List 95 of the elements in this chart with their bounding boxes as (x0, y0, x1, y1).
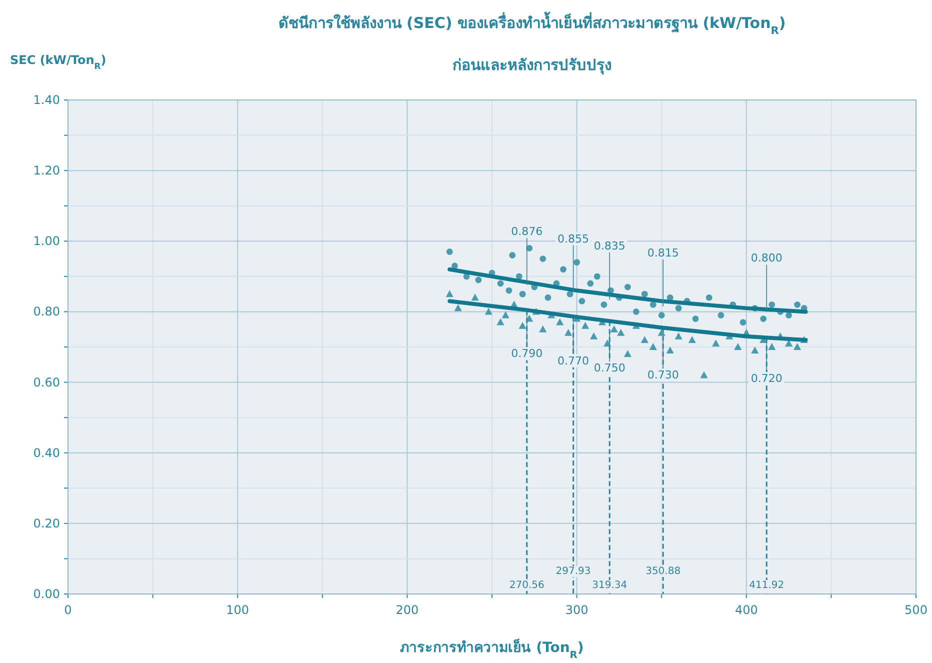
y-tick-label: 1.00 (33, 234, 60, 248)
point (649, 343, 657, 350)
annotation: 0.770 (558, 354, 590, 368)
point (751, 346, 759, 354)
x-tick-label: 400 (734, 603, 758, 617)
annotation: 0.815 (647, 246, 679, 260)
point (471, 294, 479, 301)
point (475, 276, 482, 284)
point (560, 266, 566, 273)
y-tick-label: 0.00 (33, 587, 60, 601)
x-tick-label: 500 (904, 603, 928, 617)
point (540, 256, 546, 262)
ref-line-label: 350.88 (646, 566, 681, 577)
x-tick-label: 100 (226, 603, 250, 617)
line-series (448, 299, 808, 342)
y-tick-label: 0.80 (33, 304, 60, 319)
point (658, 312, 665, 318)
point (641, 290, 648, 298)
point (734, 343, 742, 350)
point (632, 308, 640, 315)
point (600, 301, 608, 308)
annotation: 0.800 (750, 252, 782, 265)
point (793, 343, 802, 350)
point (700, 371, 708, 378)
point (666, 346, 674, 354)
point (454, 304, 462, 312)
point (712, 339, 720, 346)
point (768, 301, 776, 308)
y-tick-label: 1.20 (33, 164, 60, 178)
chart-subtitle: ก่อนและหลังการปรับปรุง (452, 56, 612, 75)
x-tick-label: 200 (396, 603, 419, 617)
point (706, 294, 712, 301)
point (617, 328, 625, 336)
point (624, 284, 631, 290)
point (446, 290, 454, 298)
point (539, 325, 547, 332)
chart-title: ดัชนีการใช้พลังงาน (SEC) ของเครื่องทำน้ำเย็นที่สภาวะมาตรฐาน (kW/Ton$_{R}$) (278, 11, 786, 37)
point (509, 252, 516, 258)
point (518, 322, 526, 329)
point (718, 312, 724, 318)
point (544, 294, 552, 301)
y-tick-label: 1.40 (33, 93, 60, 107)
point (519, 290, 526, 298)
y-axis-title: SEC (kW/Ton$_{R}$) (10, 53, 106, 71)
point (740, 319, 746, 326)
point (578, 298, 586, 304)
point (768, 343, 776, 350)
point (760, 316, 767, 322)
x-tick-label: 300 (565, 603, 588, 617)
annotation: 0.876 (511, 224, 543, 238)
point (692, 316, 699, 322)
point (624, 350, 632, 358)
annotation: 0.790 (511, 347, 543, 360)
point (566, 290, 574, 298)
point (446, 248, 453, 255)
point (581, 322, 590, 329)
point (516, 273, 522, 280)
ref-line-label: 270.56 (509, 580, 544, 591)
point (502, 311, 510, 318)
ref-line-label: 411.92 (749, 580, 784, 591)
annotation: 0.750 (594, 361, 626, 374)
point (658, 328, 666, 336)
point (497, 280, 504, 287)
ref-line-label: 319.34 (592, 580, 628, 591)
point (451, 262, 458, 270)
point (590, 332, 598, 340)
point (496, 318, 504, 326)
y-tick-label: 0.20 (33, 516, 60, 530)
point (564, 328, 572, 336)
point (556, 318, 564, 326)
line-series (448, 267, 808, 314)
ref-line-label: 297.93 (556, 566, 591, 577)
point (526, 314, 534, 322)
point (688, 336, 696, 343)
x-axis-title: ภาระการทำความเย็น (Ton$_{R}$) (400, 638, 584, 660)
point (786, 312, 792, 318)
point (794, 301, 800, 308)
point (594, 273, 600, 280)
point (587, 280, 594, 287)
point (484, 308, 492, 315)
annotation: 0.835 (594, 239, 626, 252)
point (506, 287, 512, 294)
annotation: 0.855 (558, 232, 590, 246)
point (650, 301, 656, 308)
point (640, 336, 648, 343)
y-tick-label: 0.40 (33, 446, 60, 460)
annotation: 0.730 (647, 368, 679, 382)
point (675, 304, 682, 312)
x-tick-label: 0 (64, 603, 72, 617)
annotation: 0.720 (750, 372, 782, 385)
point (674, 332, 682, 340)
point (574, 259, 580, 266)
y-tick-label: 0.60 (33, 375, 60, 390)
point (604, 339, 612, 346)
point (610, 325, 618, 332)
